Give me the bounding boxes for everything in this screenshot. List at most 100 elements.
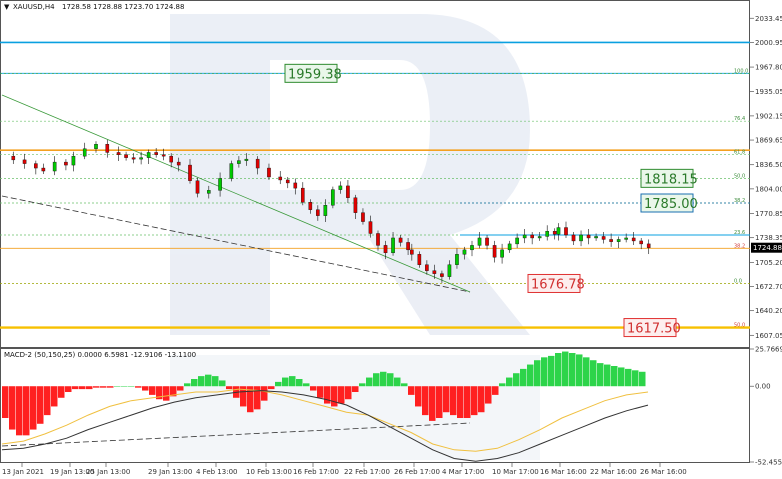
macd-histogram-bar [387, 373, 394, 387]
candle-body [485, 237, 489, 246]
candle-body [293, 182, 298, 189]
macd-histogram-bar [282, 377, 289, 387]
macd-signal-line [1, 388, 649, 452]
macd-histogram-bar [499, 383, 506, 387]
x-tick-label: 4 Feb 13:00 [196, 468, 237, 476]
macd-histogram-bar [149, 386, 156, 395]
macd-layer [1, 351, 649, 462]
candle-body [131, 157, 136, 160]
y-tick-label: 1640.20 [755, 307, 782, 315]
macd-histogram-bar [632, 370, 639, 387]
macd-histogram-bar [275, 381, 282, 387]
x-tick-label: 22 Feb 17:00 [344, 468, 390, 476]
fib-label: 38.2 [734, 198, 745, 204]
macd-histogram-bar [205, 374, 212, 387]
fib-label: 100.0 [734, 68, 748, 74]
black-dashed-trendline [1, 195, 471, 293]
candle-body [176, 161, 181, 166]
macd-histogram-bar [51, 386, 58, 407]
macd-histogram-bar [296, 378, 303, 387]
fib-label: 76.4 [734, 116, 745, 122]
y-tick-label: 1804.00 [755, 185, 782, 193]
candle-body [41, 167, 46, 172]
candle-body [229, 163, 234, 179]
watermark-logo [170, 14, 540, 460]
macd-histogram-bar [604, 364, 611, 387]
y-tick-label: 1836.50 [755, 161, 782, 169]
y-tick-label: 2033.45 [755, 15, 782, 23]
candle-body [34, 163, 38, 169]
candle-body [455, 254, 459, 265]
macd-histogram-bar [527, 364, 534, 387]
macd-histogram-bar [2, 386, 9, 419]
candle-body [255, 158, 260, 169]
macd-histogram-bar [247, 386, 254, 413]
last-price-label: 1724.88 [753, 244, 782, 252]
macd-panel-frame [0, 348, 750, 463]
macd-histogram-bar [163, 386, 170, 401]
macd-histogram-bar [345, 386, 352, 400]
level-label-text: 1818.15 [644, 172, 698, 187]
candle-body [301, 187, 305, 203]
macd-histogram-bar [415, 386, 422, 407]
x-tick-label: 4 Mar 17:00 [442, 468, 484, 476]
macd-histogram-bar [114, 386, 121, 387]
macd-histogram-bar [373, 373, 380, 387]
candle-body [94, 144, 98, 149]
candle-body [195, 180, 200, 194]
candle-body [267, 167, 271, 178]
candle-body [285, 179, 290, 184]
candle-body [447, 264, 452, 277]
macd-histogram-bar [422, 386, 429, 416]
header-arrow-icon[interactable]: ▼ [4, 3, 10, 11]
level-label-box [623, 318, 677, 338]
candle-body [440, 273, 444, 277]
y-tick-label: 1967.80 [755, 64, 782, 72]
candle-body [492, 245, 497, 258]
macd-histogram-bar [366, 377, 373, 387]
candle-body [376, 233, 380, 246]
fib-label: 38.2 [734, 243, 745, 249]
macd-histogram-bar [16, 386, 23, 436]
candle-body [477, 237, 482, 246]
candle-body [308, 202, 313, 210]
macd-histogram-bar [562, 351, 569, 387]
candle-body [154, 152, 158, 155]
macd-histogram-bar [30, 386, 37, 430]
macd-histogram-bar [590, 360, 597, 387]
candle-body [417, 254, 422, 265]
candle-body [82, 148, 87, 157]
x-tick-label: 10 Mar 17:00 [492, 468, 539, 476]
candle-body [331, 189, 335, 206]
macd-histogram-bar [478, 386, 485, 413]
macd-y-tick-label: -52.4555 [755, 459, 782, 467]
x-tick-label: 19 Jan 13:00 [50, 468, 94, 476]
macd-histogram-bar [625, 368, 632, 387]
macd-histogram-bar [191, 378, 198, 387]
macd-histogram-bar [569, 352, 576, 387]
macd-histogram-bar [450, 386, 457, 416]
candle-body [206, 190, 211, 194]
macd-histogram-bar [184, 383, 191, 387]
macd-histogram-bar [79, 386, 86, 390]
candle-body [391, 237, 395, 254]
macd-histogram-bar [121, 386, 128, 387]
macd-histogram-bar [520, 368, 527, 387]
macd-histogram-bar [65, 386, 72, 393]
macd-histogram-bar [212, 376, 219, 387]
macd-histogram-bar [289, 376, 296, 387]
x-tick-label: 13 Jan 2021 [2, 468, 44, 476]
macd-histogram-bar [107, 386, 114, 388]
macd-histogram-bar [429, 386, 436, 421]
green-trendline [1, 94, 471, 293]
candle-body [316, 209, 320, 216]
fib-label: 50.0 [734, 173, 745, 179]
macd-histogram-bar [128, 386, 135, 387]
x-tick-label: 26 Mar 16:00 [640, 468, 687, 476]
macd-histogram-bar [548, 355, 555, 387]
fib-label: 0.0 [734, 278, 742, 284]
macd-main-line [1, 390, 649, 462]
macd-histogram-bar [576, 354, 583, 387]
level-label-text: 1959.38 [288, 67, 342, 82]
